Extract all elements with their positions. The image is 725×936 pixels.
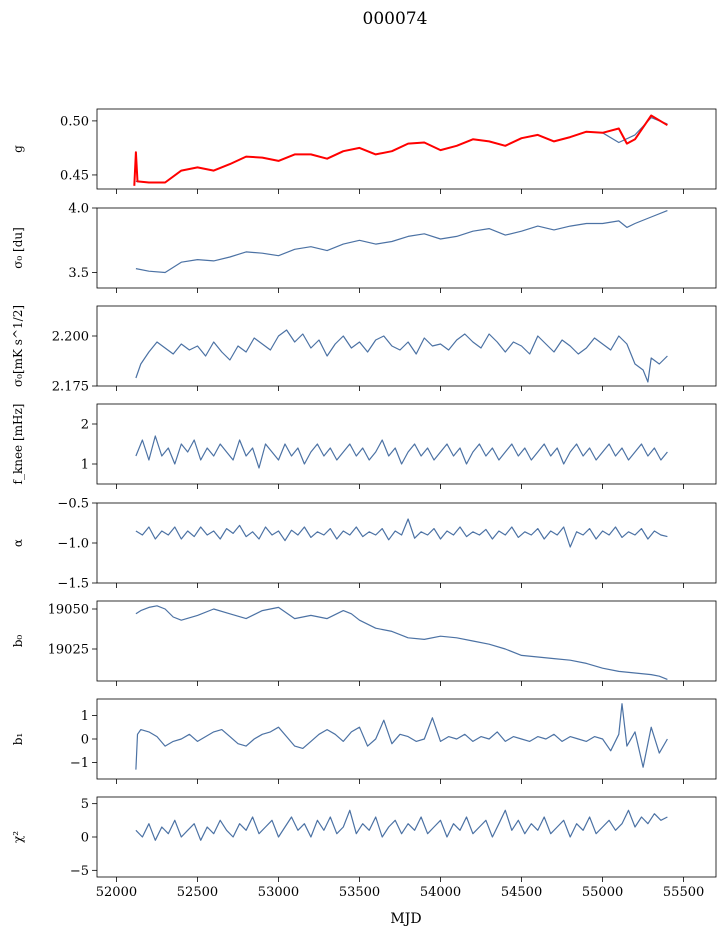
y-axis-label: b₁: [11, 733, 25, 746]
series-line-1: [133, 114, 668, 186]
panel-0: 0.45 0.50 g: [11, 108, 717, 194]
series-line-0: [135, 518, 668, 548]
panel-4: −1.5 −1.0 −0.5 α: [11, 497, 717, 592]
y-axis-label: σ₀ [du]: [11, 227, 25, 269]
series-line-0: [135, 329, 668, 383]
y-axis-label: b₀: [11, 635, 25, 648]
x-tick-label: 54500: [501, 885, 542, 900]
series-line-0: [135, 605, 668, 680]
x-tick-label: 53000: [258, 885, 299, 900]
panel-frame: [96, 796, 717, 878]
series-line-0: [135, 435, 668, 469]
y-axis-label: σ₀[mK s^1/2]: [11, 305, 25, 387]
y-tick-label: 1: [81, 709, 89, 724]
x-tick-label: 52000: [96, 885, 137, 900]
y-tick-label: 2: [81, 418, 89, 433]
panel-frame: [96, 403, 717, 485]
y-tick-label: 0: [81, 733, 89, 748]
panel-frame: [96, 305, 717, 387]
panel-5: 19025 19050 b₀: [11, 600, 717, 686]
y-tick-label: −0.5: [57, 497, 89, 512]
y-tick-label: 0.45: [60, 168, 89, 183]
y-tick-label: −5: [70, 864, 89, 879]
x-tick-label: 54000: [420, 885, 461, 900]
y-tick-label: 4.0: [68, 202, 89, 217]
y-tick-label: 2.175: [52, 380, 89, 395]
x-tick-label: 55500: [663, 885, 704, 900]
y-axis-label: α: [11, 539, 25, 547]
panel-3: 1 2 f_knee [mHz]: [11, 403, 717, 489]
y-axis-label: χ²: [11, 831, 25, 843]
series-line-0: [135, 116, 668, 184]
panel-frame: [96, 207, 717, 289]
x-axis-label: MJD: [390, 911, 421, 927]
y-tick-label: 2.200: [52, 330, 89, 345]
y-axis-label: f_knee [mHz]: [11, 404, 25, 485]
x-tick-label: 52500: [177, 885, 218, 900]
panels: 0.45 0.50 g 3.5 4.0 σ₀ [du] 2.175 2.200 σ₀[mK s^…: [11, 108, 717, 900]
panel-frame: [96, 600, 717, 682]
y-tick-label: −1.5: [57, 577, 89, 592]
x-tick-label: 55000: [582, 885, 623, 900]
panel-7: 52000 52500 53000 53500 54000 54500 55000 55500…: [11, 796, 717, 900]
series-line-0: [135, 210, 668, 274]
y-tick-label: 1: [81, 458, 89, 473]
panel-1: 3.5 4.0 σ₀ [du]: [11, 202, 717, 293]
panel-6: −1 0 1 b₁: [11, 698, 717, 784]
y-tick-label: −1: [70, 756, 89, 771]
y-tick-label: 0: [81, 831, 89, 846]
panel-frame: [96, 108, 717, 190]
y-tick-label: 0.50: [60, 114, 89, 129]
panel-2: 2.175 2.200 σ₀[mK s^1/2]: [11, 305, 717, 395]
y-tick-label: 3.5: [68, 266, 89, 281]
panel-frame: [96, 502, 717, 584]
series-line-0: [135, 703, 668, 770]
y-axis-label: g: [11, 145, 25, 153]
y-tick-label: 19025: [48, 643, 89, 658]
figure-title: 000074: [363, 9, 428, 29]
y-tick-label: −1.0: [57, 537, 89, 552]
x-tick-label: 53500: [339, 885, 380, 900]
y-tick-label: 19050: [48, 603, 89, 618]
y-tick-label: 5: [81, 797, 89, 812]
series-line-0: [135, 809, 668, 841]
